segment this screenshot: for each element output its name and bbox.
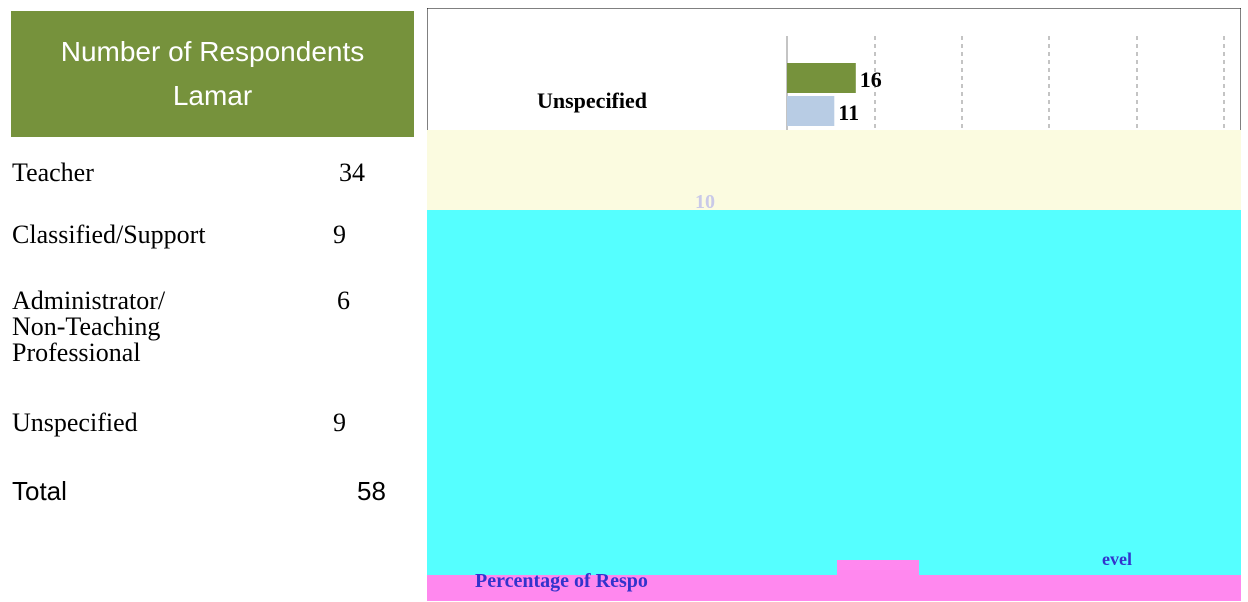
row-label: Classified/Support: [12, 220, 206, 249]
chart-partial-title: Percentage of Respo: [475, 570, 648, 592]
row-value: 34: [339, 158, 365, 187]
total-value: 58: [357, 476, 386, 506]
category-label: Unspecified: [537, 88, 647, 113]
row-value: 9: [333, 220, 346, 249]
chart-pink-band: [427, 575, 1241, 601]
chart-light-band: [427, 130, 1241, 210]
row-label: Teacher: [12, 158, 94, 187]
table-header: Number of Respondents Lamar: [11, 11, 414, 137]
row-label: Administrator/ Non-Teaching Professional: [12, 286, 166, 367]
chart-partial-legend: evel: [1102, 549, 1132, 569]
header-subtitle: Lamar: [172, 80, 253, 111]
bar-series-2: [787, 96, 835, 126]
bar-series-1: [787, 63, 856, 93]
row-value: 6: [337, 286, 350, 315]
data-label: 10: [695, 191, 715, 213]
bar-value-label: 16: [860, 67, 882, 92]
row-value: 9: [333, 408, 346, 437]
row-label: Unspecified: [12, 408, 138, 437]
bar-value-label: 11: [838, 100, 859, 125]
total-label: Total: [12, 476, 67, 506]
respondents-table: Number of Respondents Lamar Teacher 34 C…: [0, 0, 420, 602]
chart-area: Unspecified 16 11 10 Percentage of Respo …: [427, 8, 1241, 601]
header-title: Number of Respondents: [60, 36, 365, 67]
chart-cyan-band: [427, 210, 1241, 575]
pink-block: [837, 560, 919, 590]
